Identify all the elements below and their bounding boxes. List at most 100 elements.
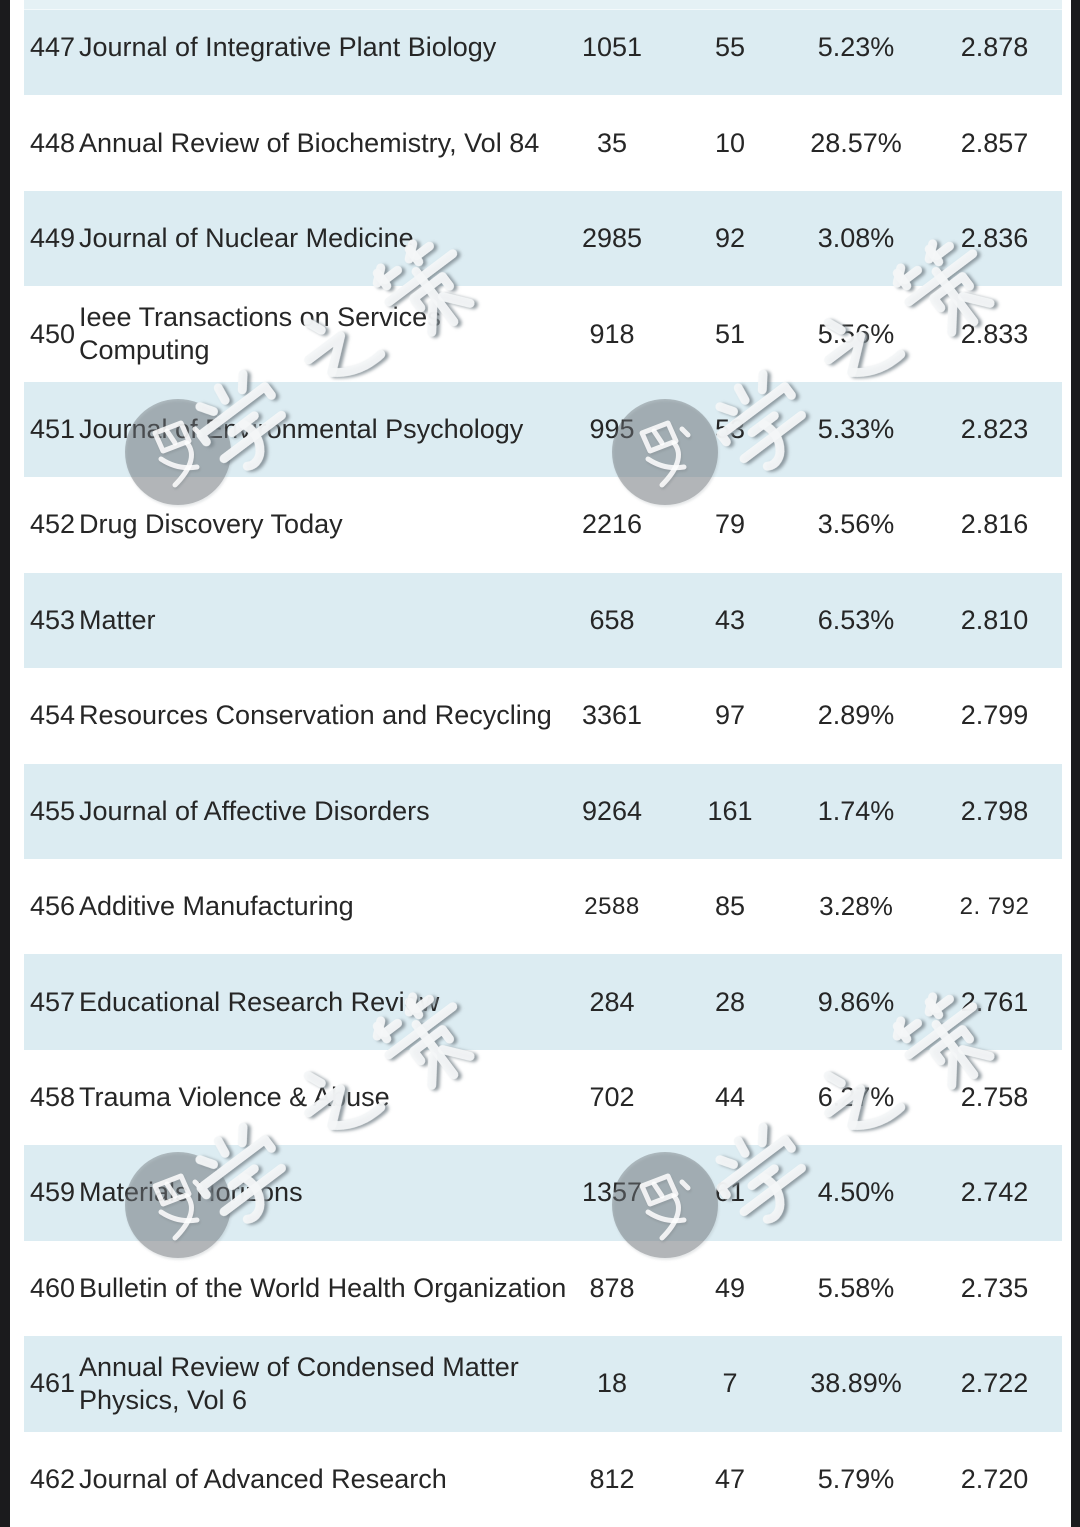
rank-cell: 456 (30, 891, 76, 922)
numeric-cell-1: 812 (589, 1463, 635, 1494)
percent-cell: 5.23% (817, 32, 895, 63)
journal-name-cell: Journal of Nuclear Medicine (79, 223, 414, 254)
percent-cell: 5.58% (817, 1272, 895, 1303)
journal-name-cell: Additive Manufacturing (79, 891, 354, 922)
table-row: 461 Annual Review of Condensed Matter Ph… (24, 1336, 1062, 1432)
journal-name-cell: Drug Discovery Today (79, 509, 343, 540)
table-row: 451 Journal of Environmental Psychology … (24, 381, 1062, 478)
rank-cell: 460 (30, 1272, 76, 1303)
journal-name-cell: Matter (79, 604, 156, 635)
numeric-cell-1: 18 (596, 1368, 628, 1399)
score-cell: 2.735 (960, 1272, 1029, 1303)
score-cell: 2.742 (960, 1177, 1029, 1208)
table-row: 455 Journal of Affective Disorders 9264 … (24, 763, 1062, 859)
numeric-cell-2: 97 (714, 700, 746, 731)
score-cell: 2.857 (960, 127, 1029, 158)
score-cell: 2.816 (960, 509, 1029, 540)
numeric-cell-1: 2985 (581, 223, 643, 254)
table-row: 450 Ieee Transactions on Services Comput… (24, 286, 1062, 381)
numeric-cell-2: 92 (714, 223, 746, 254)
journal-name-cell: Trauma Violence & Abuse (79, 1082, 390, 1113)
numeric-cell-2: 44 (714, 1082, 746, 1113)
rank-cell: 453 (30, 604, 76, 635)
percent-cell: 3.08% (817, 223, 895, 254)
numeric-cell-2: 53 (714, 413, 746, 444)
percent-cell: 28.57% (810, 127, 902, 158)
numeric-cell-2: 161 (707, 795, 753, 826)
table-row: 452 Drug Discovery Today 2216 79 3.56% 2… (24, 477, 1062, 572)
journal-name-cell: Journal of Affective Disorders (79, 795, 430, 826)
score-cell: 2.799 (960, 700, 1029, 731)
numeric-cell-2: 10 (714, 127, 746, 158)
table-row: 454 Resources Conservation and Recycling… (24, 668, 1062, 763)
numeric-cell-1: 658 (589, 604, 635, 635)
table-row: 462 Journal of Advanced Research 812 47 … (24, 1432, 1062, 1527)
score-cell: 2.758 (960, 1082, 1029, 1113)
rank-cell: 458 (30, 1082, 76, 1113)
rank-cell: 449 (30, 223, 76, 254)
numeric-cell-2: 43 (714, 604, 746, 635)
numeric-cell-2: 28 (714, 986, 746, 1017)
percent-cell: 1.74% (817, 795, 895, 826)
percent-cell: 38.89% (810, 1368, 902, 1399)
percent-cell: 3.28% (819, 891, 893, 922)
numeric-cell-2: 47 (714, 1463, 746, 1494)
numeric-cell-1: 35 (596, 127, 628, 158)
rank-cell: 451 (30, 413, 76, 444)
numeric-cell-1: 918 (589, 318, 635, 349)
percent-cell: 5.33% (817, 413, 895, 444)
journal-name-cell: Materials Horizons (79, 1177, 303, 1208)
percent-cell: 9.86% (817, 986, 895, 1017)
table-row: 460 Bulletin of the World Health Organiz… (24, 1241, 1062, 1336)
rank-cell: 459 (30, 1177, 76, 1208)
left-edge-bar (0, 0, 10, 1527)
table-row: 453 Matter 658 43 6.53% 2.810 (24, 572, 1062, 669)
numeric-cell-2: 55 (714, 32, 746, 63)
rank-cell: 454 (30, 700, 76, 731)
score-cell: 2.798 (960, 795, 1029, 826)
table-row: 459 Materials Horizons 1357 61 4.50% 2.7… (24, 1145, 1062, 1241)
score-cell: 2.833 (960, 318, 1029, 349)
table-row: 449 Journal of Nuclear Medicine 2985 92 … (24, 190, 1062, 287)
journal-name-cell: Journal of Advanced Research (79, 1463, 447, 1494)
rank-cell: 447 (30, 32, 76, 63)
rank-cell: 461 (30, 1368, 76, 1399)
table-row: 447 Journal of Integrative Plant Biology… (24, 0, 1062, 96)
score-cell: 2.722 (960, 1368, 1029, 1399)
journal-name-cell: Bulletin of the World Health Organizatio… (79, 1272, 567, 1303)
numeric-cell-2: 7 (722, 1368, 738, 1399)
score-cell: 2.720 (960, 1463, 1029, 1494)
percent-cell: 6.27% (817, 1082, 895, 1113)
score-cell: 2. 792 (959, 892, 1030, 920)
numeric-cell-1: 2588 (584, 892, 640, 920)
right-edge-bar (1071, 0, 1080, 1527)
numeric-cell-2: 61 (714, 1177, 746, 1208)
table-row: 456 Additive Manufacturing 2588 85 3.28%… (24, 859, 1062, 954)
journal-ranking-table: 447 Journal of Integrative Plant Biology… (24, 0, 1062, 1527)
numeric-cell-1: 702 (589, 1082, 635, 1113)
rank-cell: 450 (30, 318, 76, 349)
journal-name-cell: Resources Conservation and Recycling (79, 700, 552, 731)
rank-cell: 448 (30, 127, 76, 158)
numeric-cell-1: 284 (589, 986, 635, 1017)
numeric-cell-2: 85 (714, 891, 746, 922)
score-cell: 2.810 (960, 604, 1029, 635)
percent-cell: 4.50% (817, 1177, 895, 1208)
numeric-cell-2: 49 (714, 1272, 746, 1303)
percent-cell: 3.56% (817, 509, 895, 540)
journal-name-cell: Annual Review of Biochemistry, Vol 84 (79, 127, 540, 158)
numeric-cell-1: 1357 (581, 1177, 643, 1208)
score-cell: 2.823 (960, 413, 1029, 444)
percent-cell: 5.56% (817, 318, 895, 349)
numeric-cell-1: 2216 (581, 509, 643, 540)
numeric-cell-1: 995 (589, 413, 635, 444)
numeric-cell-1: 1051 (581, 32, 643, 63)
rank-cell: 457 (30, 986, 76, 1017)
rank-cell: 455 (30, 795, 76, 826)
numeric-cell-1: 878 (589, 1272, 635, 1303)
percent-cell: 6.53% (817, 604, 895, 635)
numeric-cell-2: 51 (714, 318, 746, 349)
table-top-edge (24, 0, 1062, 10)
journal-name-cell: Educational Research Review (79, 986, 440, 1017)
journal-name-cell: Journal of Environmental Psychology (79, 413, 524, 444)
